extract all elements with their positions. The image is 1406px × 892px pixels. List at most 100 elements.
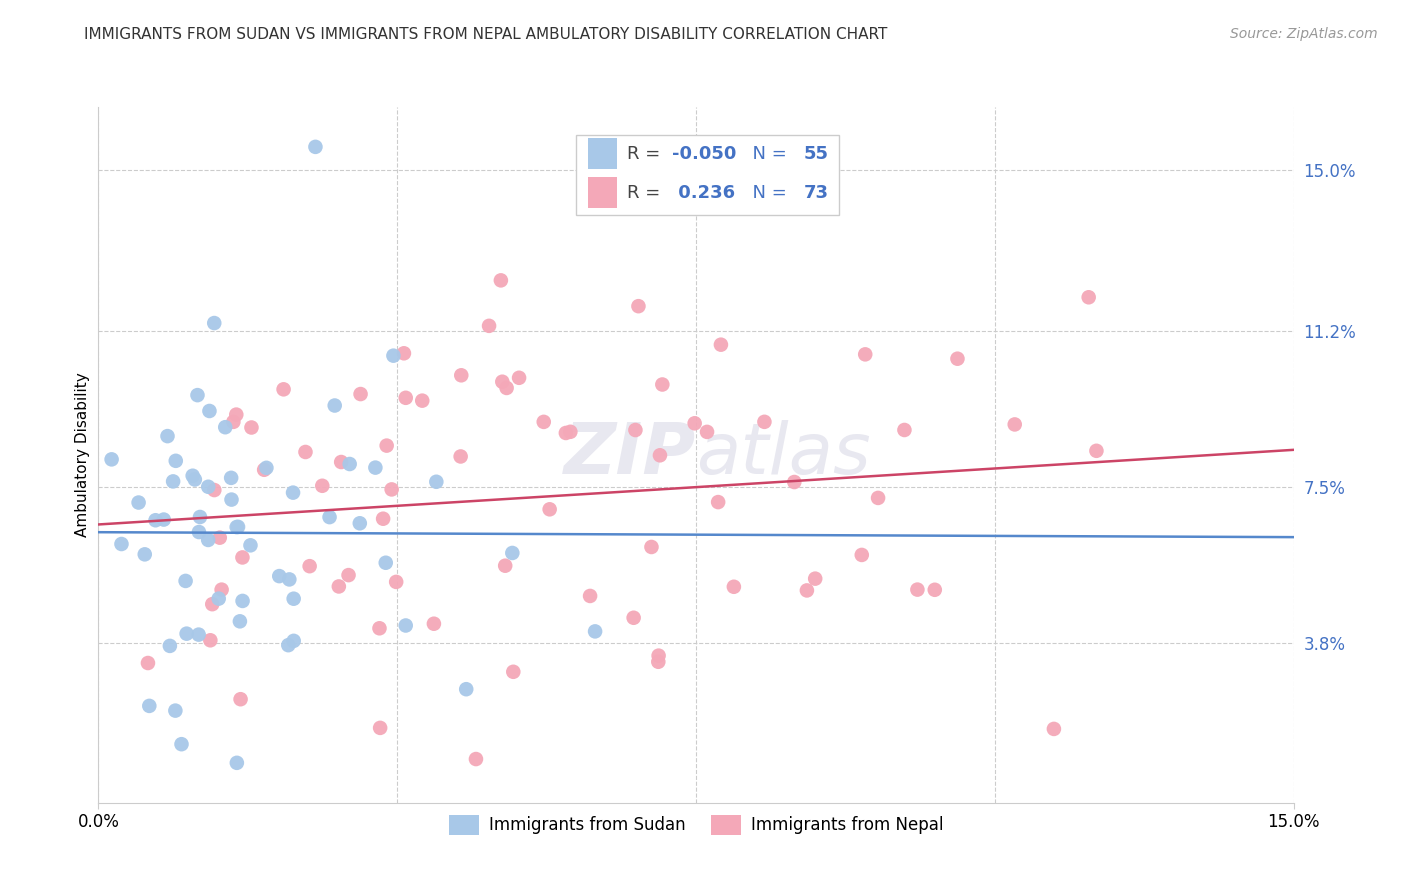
Point — [465, 752, 488, 766]
Point — [128, 495, 150, 509]
Text: atlas: atlas — [696, 420, 870, 490]
Point — [796, 583, 818, 598]
Point — [254, 460, 277, 475]
Point — [186, 388, 208, 402]
FancyBboxPatch shape — [589, 138, 617, 169]
Point — [232, 594, 254, 608]
Point — [491, 375, 513, 389]
Point — [683, 417, 706, 431]
Point — [723, 580, 745, 594]
Point — [225, 520, 247, 534]
Point — [374, 556, 396, 570]
Point — [225, 756, 247, 770]
Point — [188, 510, 211, 524]
Point — [1085, 443, 1108, 458]
Point — [489, 273, 512, 287]
Point — [533, 415, 555, 429]
Text: R =: R = — [627, 184, 665, 202]
Point — [202, 483, 225, 497]
Point — [349, 516, 371, 531]
Point — [229, 692, 252, 706]
Text: ZIP: ZIP — [564, 420, 696, 490]
Point — [222, 415, 245, 429]
Point — [648, 448, 671, 462]
Point — [283, 591, 305, 606]
Point — [225, 408, 247, 422]
Point — [184, 473, 207, 487]
Text: IMMIGRANTS FROM SUDAN VS IMMIGRANTS FROM NEPAL AMBULATORY DISABILITY CORRELATION: IMMIGRANTS FROM SUDAN VS IMMIGRANTS FROM… — [84, 27, 887, 42]
Point — [651, 377, 673, 392]
Point — [226, 520, 249, 534]
Text: 73: 73 — [804, 184, 828, 202]
Point — [392, 346, 415, 360]
Point — [349, 387, 371, 401]
Point — [364, 460, 387, 475]
Text: N =: N = — [741, 184, 793, 202]
Point — [318, 510, 340, 524]
Point — [640, 540, 662, 554]
Point — [152, 512, 174, 526]
Point — [696, 425, 718, 439]
Point — [304, 140, 326, 154]
Text: Source: ZipAtlas.com: Source: ZipAtlas.com — [1230, 27, 1378, 41]
Point — [221, 492, 243, 507]
Point — [707, 495, 730, 509]
Point — [170, 737, 193, 751]
Point — [208, 591, 231, 606]
Point — [219, 471, 242, 485]
Point — [208, 531, 231, 545]
Point — [1043, 722, 1066, 736]
Point — [395, 391, 418, 405]
Point — [231, 550, 253, 565]
Point — [229, 615, 252, 629]
Point — [269, 569, 291, 583]
Point — [277, 638, 299, 652]
Point — [100, 452, 122, 467]
Point — [395, 618, 418, 632]
Point — [423, 616, 446, 631]
Point — [579, 589, 602, 603]
Point — [450, 450, 472, 464]
Point — [136, 656, 159, 670]
Point — [200, 633, 222, 648]
Point — [494, 558, 516, 573]
Point — [425, 475, 447, 489]
FancyBboxPatch shape — [576, 135, 839, 215]
Point — [202, 316, 225, 330]
Point — [278, 573, 301, 587]
Point — [211, 582, 233, 597]
Point — [339, 457, 361, 471]
Point — [162, 475, 184, 489]
Point — [853, 347, 876, 361]
Legend: Immigrants from Sudan, Immigrants from Nepal: Immigrants from Sudan, Immigrants from N… — [440, 806, 952, 843]
Point — [187, 627, 209, 641]
Point — [627, 299, 650, 313]
Point — [337, 568, 360, 582]
Point — [239, 538, 262, 552]
Point — [176, 626, 198, 640]
Point — [623, 611, 645, 625]
Point — [508, 371, 530, 385]
Point — [201, 597, 224, 611]
Point — [946, 351, 969, 366]
Point — [502, 665, 524, 679]
Point — [538, 502, 561, 516]
Point — [924, 582, 946, 597]
Point — [647, 655, 669, 669]
Point — [298, 559, 321, 574]
Point — [159, 639, 181, 653]
Point — [450, 368, 472, 383]
Point — [214, 420, 236, 434]
Point — [197, 480, 219, 494]
Text: N =: N = — [741, 145, 793, 162]
Point — [382, 349, 405, 363]
FancyBboxPatch shape — [589, 178, 617, 209]
Point — [385, 574, 408, 589]
Point — [905, 582, 928, 597]
Point — [710, 337, 733, 351]
Point — [495, 381, 517, 395]
Point — [851, 548, 873, 562]
Point — [1077, 290, 1099, 304]
Point — [134, 547, 156, 561]
Point — [165, 454, 187, 468]
